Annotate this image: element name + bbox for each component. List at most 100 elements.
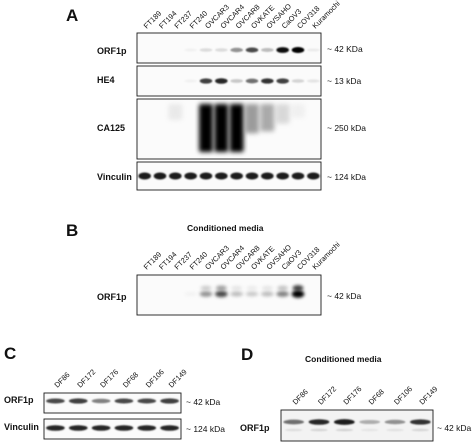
panel-b-letter: B <box>66 221 78 240</box>
panel-a-band-he4-ovcar8 <box>230 79 243 83</box>
panel-a-band-vinculin-ovsaho <box>261 172 274 180</box>
panel-a-orf1p-size: ~ 42 KDa <box>327 44 363 54</box>
panel-d-orf1p-size: ~ 42 kDa <box>437 423 472 433</box>
panel-a-band-ca125-ovcar8 <box>229 104 244 152</box>
panel-b-upper-band-caov3 <box>277 285 289 291</box>
panel-a-band-orf1p-ovkate <box>245 47 259 53</box>
panel-c-vinculin-size: ~ 124 kDa <box>186 424 225 434</box>
panel-a-orf1p-blot <box>136 32 322 64</box>
panel-c-orf1p-size: ~ 42 kDa <box>186 397 221 407</box>
panel-a-band-he4-ovcar4 <box>215 78 228 84</box>
panel-b-orf1p-blot <box>136 274 322 316</box>
panel-a-band-vinculin-ft237 <box>169 172 182 180</box>
panel-c-band-orf1p-df106 <box>137 398 157 404</box>
panel-a-vinculin-blot <box>136 161 322 191</box>
panel-a-vinculin-label: Vinculin <box>97 172 132 182</box>
panel-c-vinculin-bands <box>46 425 179 431</box>
panel-c-orf1p-label: ORF1p <box>4 395 34 405</box>
panel-b-band-orf1p-ovcar4 <box>215 290 228 298</box>
panel-d-lane-label-df172: DF172 <box>316 384 338 406</box>
panel-a-band-orf1p-ft240 <box>184 48 197 52</box>
panel-b-title: Conditioned media <box>187 223 264 233</box>
panel-a-he4-size: ~ 13 kDa <box>327 76 362 86</box>
panel-a-ca125-bands <box>168 104 305 152</box>
panel-b-band-orf1p-ovcar3 <box>199 291 213 297</box>
panel-c-orf1p-blot <box>43 392 182 414</box>
panel-d-orf1p-bands <box>283 419 431 432</box>
panel-a-band-vinculin-ovcar4 <box>215 172 228 180</box>
panel-c-band-orf1p-df172 <box>68 398 88 404</box>
panel-a-band-he4-caov3 <box>276 78 289 84</box>
panel-a-band-vinculin-ft189 <box>138 172 151 180</box>
panel-c-lane-label-df172: DF172 <box>75 367 97 389</box>
panel-a-band-orf1p-ovcar3 <box>199 48 213 52</box>
panel-a-band-orf1p-ovsaho <box>261 48 274 52</box>
panel-a-band-ca125-ovcar4 <box>214 104 229 152</box>
panel-c-lane-label-df68: DF68 <box>121 370 140 389</box>
panel-c-lane-label-df176: DF176 <box>98 367 120 389</box>
panel-a-vinculin-size: ~ 124 kDa <box>327 172 366 182</box>
panel-a-band-he4-ovcar3 <box>199 78 213 84</box>
panel-c-lane-label-df106: DF106 <box>144 367 166 389</box>
panel-b-upper-band-ovcar4 <box>215 285 227 291</box>
panel-a-band-orf1p-kuramochi <box>307 48 320 52</box>
panel-c-lane-labels: DF86 DF172 DF176 DF68 DF106 DF149 <box>52 367 188 389</box>
panel-d-lower-band-df86 <box>285 428 303 432</box>
panel-a-band-ca125-cov318 <box>291 104 305 118</box>
panel-a-band-vinculin-ft194 <box>153 172 167 180</box>
panel-d-band-orf1p-df149 <box>409 419 431 425</box>
panel-a-band-vinculin-ft240 <box>184 172 197 180</box>
panel-c-band-vinculin-df68 <box>114 425 134 431</box>
panel-a-orf1p-label: ORF1p <box>97 46 127 56</box>
panel-b-orf1p-label: ORF1p <box>97 292 127 302</box>
panel-a-band-he4-ft240 <box>184 79 197 83</box>
panel-a-orf1p-bands <box>184 47 320 53</box>
panel-a-band-vinculin-ovkate <box>245 172 259 180</box>
panel-c-letter: C <box>4 344 16 363</box>
panel-a-band-he4-cov318 <box>291 79 305 83</box>
panel-d-lane-label-df106: DF106 <box>392 384 414 406</box>
panel-a-vinculin-bands <box>138 172 320 180</box>
panel-d-title: Conditioned media <box>305 354 382 364</box>
panel-b-band-orf1p-ovsaho <box>261 291 274 297</box>
panel-c-lane-label-df86: DF86 <box>52 370 71 389</box>
panel-a-band-ca125-ovcar3 <box>199 104 213 152</box>
panel-c-vinculin-blot <box>43 418 182 440</box>
panel-c-band-vinculin-df86 <box>46 425 65 431</box>
panel-b-upper-band-ovkate <box>246 286 258 290</box>
panel-a-band-orf1p-cov318 <box>291 47 305 53</box>
panel-d-band-orf1p-df86 <box>283 419 305 425</box>
panel-a-band-orf1p-ovcar4 <box>215 48 228 52</box>
panel-a-ca125-size: ~ 250 kDa <box>327 123 366 133</box>
panel-d-lower-band-df149 <box>411 428 429 432</box>
panel-a-band-vinculin-ovcar3 <box>199 172 213 180</box>
panel-d-band-orf1p-df106 <box>384 419 406 425</box>
panel-d-lane-label-df149: DF149 <box>417 384 439 406</box>
panel-a-band-vinculin-ovcar8 <box>230 172 243 180</box>
panel-c-band-vinculin-df172 <box>68 425 88 431</box>
panel-c-band-vinculin-df176 <box>91 425 111 431</box>
panel-b-lane-labels: FT189FT194FT237FT240OVCAR3OVCAR4OVCAR8OV… <box>142 240 342 272</box>
panel-a-band-vinculin-cov318 <box>291 172 305 180</box>
panel-b: B Conditioned media FT189FT194FT237FT240… <box>66 221 362 316</box>
panel-a-band-orf1p-caov3 <box>276 47 289 53</box>
panel-c-band-orf1p-df176 <box>91 398 111 404</box>
panel-d-lower-band-df68 <box>361 428 379 432</box>
panel-d: D Conditioned media DF86 DF172 DF176 DF68 DF… <box>240 345 472 442</box>
panel-a-band-vinculin-caov3 <box>276 172 289 180</box>
panel-a-band-he4-ovkate <box>245 78 259 84</box>
panel-a-band-he4-kuramochi <box>307 79 320 83</box>
panel-d-band-orf1p-df172 <box>308 419 330 425</box>
panel-a-he4-bands <box>184 78 320 84</box>
panel-d-orf1p-blot <box>280 409 434 442</box>
panel-d-letter: D <box>241 345 253 364</box>
panel-a-band-ca125-ft237 <box>168 104 183 120</box>
panel-b-band-orf1p-ovkate <box>245 291 259 297</box>
panel-a-he4-label: HE4 <box>97 75 115 85</box>
panel-c-band-vinculin-df106 <box>137 425 157 431</box>
panel-b-band-orf1p-caov3 <box>276 291 289 297</box>
panel-a-letter: A <box>66 6 78 25</box>
panel-b-upper-band-ovcar8 <box>231 286 243 290</box>
panel-d-lower-band-df106 <box>386 428 404 432</box>
panel-b-band-orf1p-ovcar8 <box>230 291 243 297</box>
